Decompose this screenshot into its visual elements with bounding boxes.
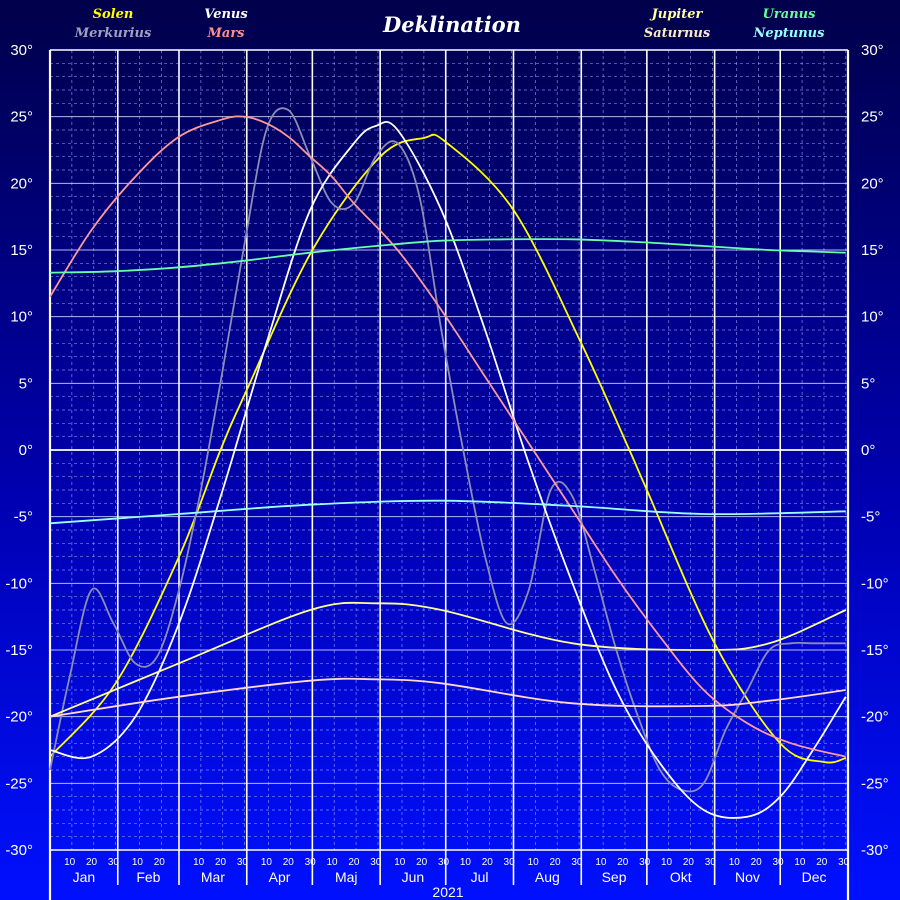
series-line-venus xyxy=(49,121,847,819)
y-tick-label-right: -15° xyxy=(861,642,889,659)
x-day-tick-label: 10 xyxy=(661,857,673,868)
legend-label-solen: Solen xyxy=(93,7,134,22)
x-day-tick-label: 10 xyxy=(794,857,806,868)
x-day-tick-label: 30 xyxy=(639,857,651,868)
x-month-label: Apr xyxy=(269,869,291,885)
x-day-tick-label: 10 xyxy=(193,857,205,868)
y-tick-label-left: 10° xyxy=(10,309,33,326)
x-day-tick-label: 20 xyxy=(154,857,166,868)
x-day-tick-label: 30 xyxy=(370,857,382,868)
x-day-tick-label: 20 xyxy=(348,857,360,868)
x-day-tick-label: 30 xyxy=(305,857,317,868)
x-day-tick-label: 20 xyxy=(549,857,561,868)
x-day-tick-label: 30 xyxy=(838,857,850,868)
x-month-label: Mar xyxy=(201,869,225,885)
year-label: 2021 xyxy=(432,884,463,900)
x-month-label: Nov xyxy=(735,869,760,885)
x-day-tick-label: 10 xyxy=(326,857,338,868)
x-month-label: Jan xyxy=(73,869,96,885)
x-day-tick-label: 30 xyxy=(438,857,450,868)
x-day-tick-label: 20 xyxy=(283,857,295,868)
legend: Solen Merkurius Venus Mars Jupiter Saturnus Ur… xyxy=(74,7,825,41)
x-day-tick-label: 10 xyxy=(528,857,540,868)
y-tick-label-right: 20° xyxy=(861,175,884,192)
x-day-tick-label: 20 xyxy=(482,857,494,868)
x-day-tick-label: 20 xyxy=(215,857,227,868)
x-day-tick-label: 20 xyxy=(683,857,695,868)
x-day-tick-label: 30 xyxy=(504,857,516,868)
x-day-tick-label: 10 xyxy=(64,857,76,868)
y-tick-label-left: -20° xyxy=(5,709,33,726)
legend-label-merkurius: Merkurius xyxy=(74,26,152,41)
y-tick-label-left: -10° xyxy=(5,575,33,592)
y-tick-label-right: -20° xyxy=(861,709,889,726)
y-tick-label-right: 10° xyxy=(861,309,884,326)
y-tick-label-right: -30° xyxy=(861,842,889,859)
y-tick-label-right: 15° xyxy=(861,242,884,259)
y-tick-label-right: -25° xyxy=(861,775,889,792)
y-tick-label-left: 25° xyxy=(10,109,33,126)
y-tick-label-left: -30° xyxy=(5,842,33,859)
legend-label-mars: Mars xyxy=(207,26,246,41)
y-tick-label-right: -10° xyxy=(861,575,889,592)
x-month-label: Aug xyxy=(535,869,560,885)
x-month-label: Dec xyxy=(802,869,827,885)
grid xyxy=(48,49,850,900)
x-day-tick-label: 30 xyxy=(237,857,249,868)
x-month-label: Jun xyxy=(402,869,425,885)
series-line-solen xyxy=(49,133,847,764)
legend-label-saturnus: Saturnus xyxy=(644,26,711,41)
x-month-label: Jul xyxy=(471,869,489,885)
legend-label-neptunus: Neptunus xyxy=(753,26,826,41)
legend-label-venus: Venus xyxy=(204,7,248,22)
x-day-tick-label: 20 xyxy=(416,857,428,868)
y-tick-label-left: 5° xyxy=(19,375,33,392)
series-lines xyxy=(49,107,847,819)
y-tick-label-left: 20° xyxy=(10,175,33,192)
x-day-tick-label: 10 xyxy=(261,857,273,868)
y-tick-label-left: -25° xyxy=(5,775,33,792)
x-day-tick-label: 30 xyxy=(571,857,583,868)
chart-title: Deklination xyxy=(382,12,521,37)
y-tick-label-left: -15° xyxy=(5,642,33,659)
y-tick-label-left: 0° xyxy=(19,442,33,459)
x-month-label: Okt xyxy=(670,869,692,885)
y-tick-label-right: -5° xyxy=(861,509,880,526)
x-day-tick-label: 20 xyxy=(617,857,629,868)
x-day-tick-label: 10 xyxy=(132,857,144,868)
y-tick-label-right: 5° xyxy=(861,375,875,392)
y-tick-label-left: -5° xyxy=(14,509,33,526)
y-tick-label-left: 15° xyxy=(10,242,33,259)
x-month-label: Maj xyxy=(335,869,358,885)
x-day-tick-label: 30 xyxy=(108,857,120,868)
y-axis-tick-labels: 30° 30° 25° 25° 20° 20° 15° 15° 10° 10° 5° 5° 0° 0° -5… xyxy=(5,42,888,859)
x-day-tick-label: 10 xyxy=(394,857,406,868)
x-month-label: Feb xyxy=(136,869,160,885)
x-day-tick-label: 20 xyxy=(816,857,828,868)
x-day-tick-label: 30 xyxy=(705,857,717,868)
series-line-mars xyxy=(49,115,847,758)
x-day-tick-label: 10 xyxy=(460,857,472,868)
y-tick-label-right: 0° xyxy=(861,442,875,459)
x-day-tick-label: 30 xyxy=(772,857,784,868)
x-day-tick-label: 10 xyxy=(729,857,741,868)
x-day-tick-label: 10 xyxy=(595,857,607,868)
x-month-label: Sep xyxy=(602,869,627,885)
series-line-saturnus xyxy=(49,677,846,718)
x-day-tick-label: 20 xyxy=(86,857,98,868)
y-tick-label-right: 30° xyxy=(861,42,884,59)
series-line-merkurius xyxy=(49,107,846,793)
legend-label-uranus: Uranus xyxy=(763,7,817,22)
series-line-jupiter xyxy=(49,601,847,718)
series-line-uranus xyxy=(49,238,846,274)
y-tick-label-right: 25° xyxy=(861,109,884,126)
legend-label-jupiter: Jupiter xyxy=(649,7,704,22)
y-tick-label-left: 30° xyxy=(10,42,33,59)
series-line-neptunus xyxy=(49,499,846,525)
x-day-tick-label: 20 xyxy=(751,857,763,868)
